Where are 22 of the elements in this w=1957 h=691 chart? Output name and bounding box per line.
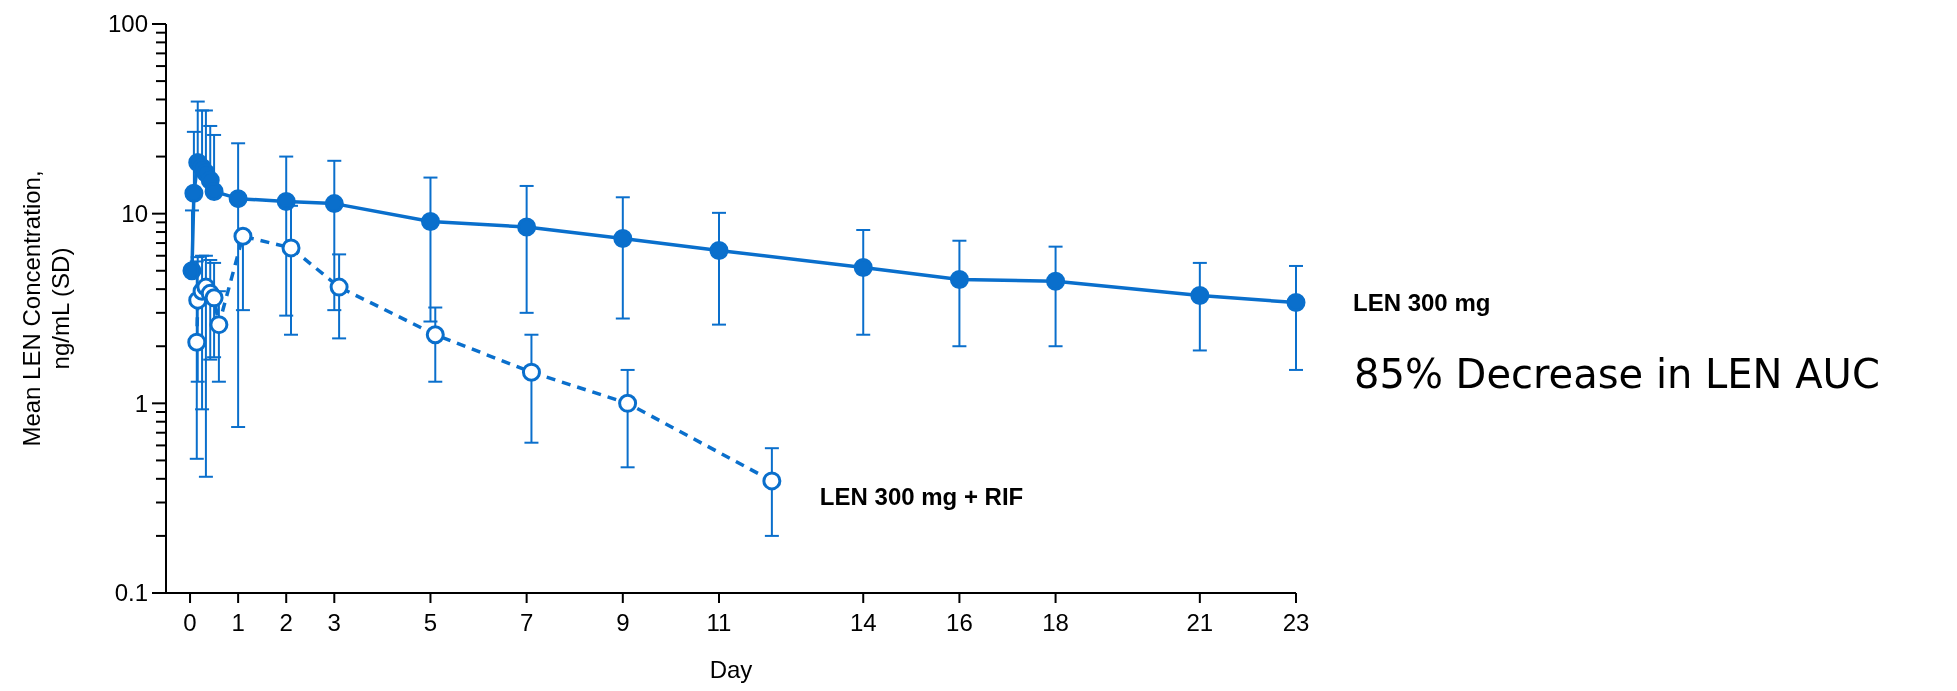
y-tick-label: 0.1 xyxy=(114,579,148,607)
x-tick-label: 16 xyxy=(946,609,973,636)
x-tick-label: 0 xyxy=(183,609,197,636)
y-tick-label: 1 xyxy=(134,389,148,417)
text: 85% Decrease in LEN AUC xyxy=(1354,351,1880,397)
x-tick-label: 3 xyxy=(327,609,341,636)
x-tick-label: 18 xyxy=(1042,609,1069,636)
x-tick-label: 11 xyxy=(706,609,732,636)
x-tick-label: 14 xyxy=(849,609,877,636)
y-tick-label: 100 xyxy=(107,10,148,38)
x-axis-title: Day xyxy=(709,656,753,683)
x-tick-label: 1 xyxy=(231,609,245,636)
x-tick-label: 5 xyxy=(423,609,438,636)
x-tick-label: 21 xyxy=(1186,609,1214,636)
x-tick-label: 2 xyxy=(279,609,293,636)
series-label: LEN 300 mg + RIF xyxy=(819,482,1024,510)
y-tick-label: 10 xyxy=(121,200,148,228)
y-axis-title: Mean LEN Concentration, ng/mL (SD) xyxy=(18,170,74,447)
x-tick-label: 7 xyxy=(519,609,534,636)
x-tick-label: 23 xyxy=(1282,609,1310,636)
text: LEN 300 mg xyxy=(1353,288,1491,316)
x-tick-label: 9 xyxy=(616,609,630,636)
